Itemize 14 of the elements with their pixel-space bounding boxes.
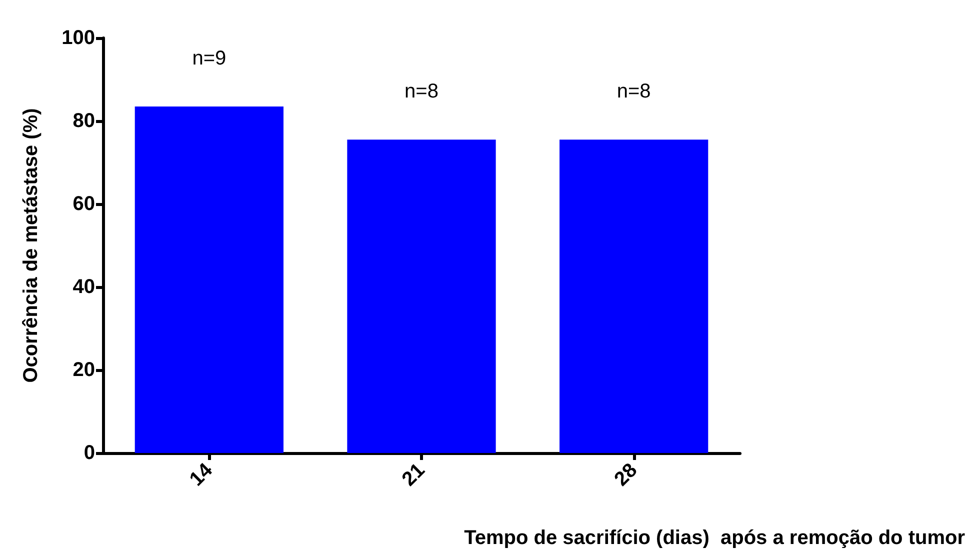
x-tick-label: 28: [610, 459, 642, 490]
y-tick-label: 60: [72, 193, 95, 215]
y-tick-label: 20: [72, 359, 95, 381]
y-tick-label: 100: [62, 27, 95, 49]
x-tick-label: 21: [398, 459, 430, 490]
x-axis-title: Tempo de sacrifício (dias) após a remoção do tumor: [464, 527, 966, 549]
y-tick-label: 80: [72, 110, 95, 132]
x-tick-label: 14: [186, 459, 217, 490]
annotation: n=8: [404, 80, 438, 103]
y-tick-label: 0: [84, 442, 95, 464]
y-tick-label: 40: [72, 276, 95, 298]
y-axis-title: Ocorrência de metástase (%): [20, 108, 42, 383]
annotation: n=8: [616, 80, 651, 103]
annotation: n=9: [192, 47, 226, 70]
